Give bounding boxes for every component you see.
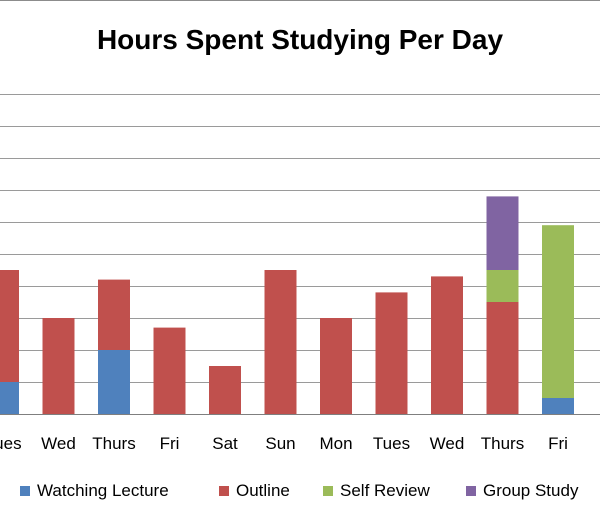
bar-segment <box>486 270 519 302</box>
bar-segment <box>98 279 130 350</box>
bar-segment <box>542 398 574 414</box>
bar-segment <box>153 327 186 414</box>
legend-item: Outline <box>219 478 290 504</box>
bar-segment <box>486 196 519 270</box>
x-tick-label: Fri <box>548 434 568 453</box>
legend-swatch <box>323 486 333 496</box>
legend-swatch <box>20 486 30 496</box>
bar-segment <box>0 270 19 382</box>
bar-segment <box>209 366 241 414</box>
bar-segment <box>0 382 19 414</box>
bar-segment <box>486 302 519 414</box>
legend-label: Self Review <box>340 481 430 500</box>
legend-item: Group Study <box>466 478 578 504</box>
legend-item: Watching Lecture <box>20 478 169 504</box>
legend-item: Self Review <box>323 478 430 504</box>
bar-segment <box>375 292 408 414</box>
x-tick-label: Thurs <box>92 434 135 453</box>
legend-swatch <box>466 486 476 496</box>
bar-segment <box>320 318 352 414</box>
bar-segment <box>98 350 130 414</box>
chart-title: Hours Spent Studying Per Day <box>96 24 504 55</box>
x-tick-label: Mon <box>319 434 352 453</box>
bar-segment <box>42 318 75 414</box>
x-tick-label: Wed <box>41 434 76 453</box>
x-tick-label: Tues <box>0 434 22 453</box>
x-tick-label: Thurs <box>481 434 524 453</box>
chart-legend: Watching Lecture Outline Self Review Group … <box>0 478 600 504</box>
x-tick-label: Fri <box>160 434 180 453</box>
legend-label: Group Study <box>483 481 579 500</box>
bar-segment <box>431 276 463 414</box>
bar-segment <box>542 225 574 398</box>
x-tick-label: Sun <box>265 434 295 453</box>
x-tick-label: Sat <box>212 434 238 453</box>
bar-segment <box>264 270 297 414</box>
legend-label: Outline <box>236 481 290 500</box>
legend-label: Watching Lecture <box>37 481 169 500</box>
legend-swatch <box>219 486 229 496</box>
x-tick-label: Tues <box>373 434 410 453</box>
x-tick-label: Wed <box>430 434 465 453</box>
